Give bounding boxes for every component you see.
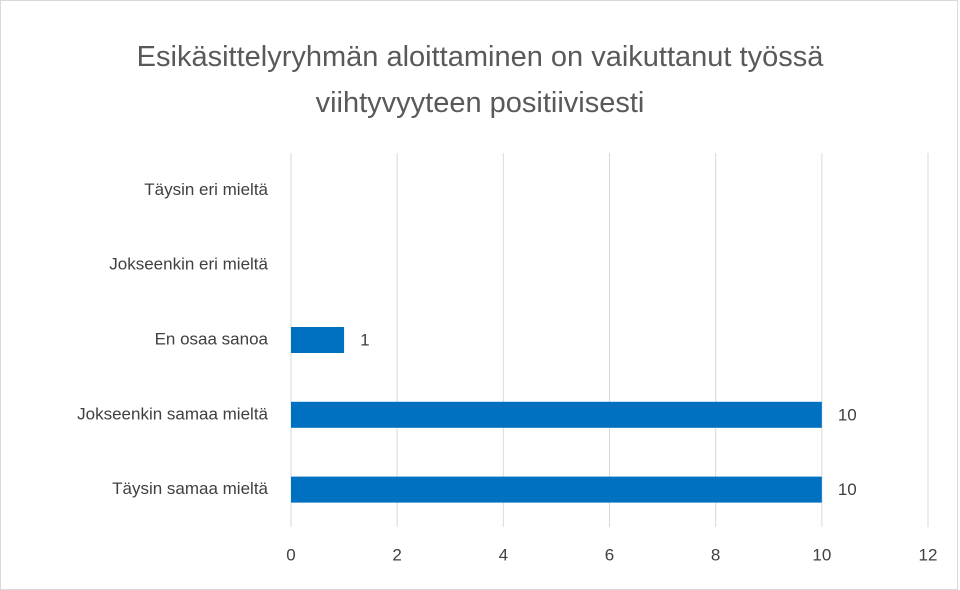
x-tick-label: 6 <box>605 545 614 564</box>
y-tick-label: Jokseenkin eri mieltä <box>109 255 268 274</box>
y-tick-label: En osaa sanoa <box>155 329 269 348</box>
x-tick-label: 10 <box>812 545 831 564</box>
y-tick-label: Jokseenkin samaa mieltä <box>77 404 268 423</box>
bar <box>291 476 822 503</box>
data-label: 10 <box>838 405 857 424</box>
data-label: 1 <box>360 330 369 349</box>
chart-title: Esikäsittelyryhmän aloittaminen on vaiku… <box>136 41 824 119</box>
bar <box>291 401 822 428</box>
x-tick-label: 12 <box>919 545 938 564</box>
plot: 0 2 4 6 8 10 12 Täysin eri mieltä Jokseenkin eri… <box>77 153 938 564</box>
y-tick-label: Täysin eri mieltä <box>144 180 268 199</box>
data-label: 10 <box>838 480 857 499</box>
x-tick-label: 0 <box>286 545 295 564</box>
x-tick-label: 8 <box>711 545 720 564</box>
x-tick-label: 4 <box>499 545 508 564</box>
x-tick-label: 2 <box>392 545 401 564</box>
y-tick-label: Täysin samaa mieltä <box>112 479 268 498</box>
bar <box>291 327 345 353</box>
